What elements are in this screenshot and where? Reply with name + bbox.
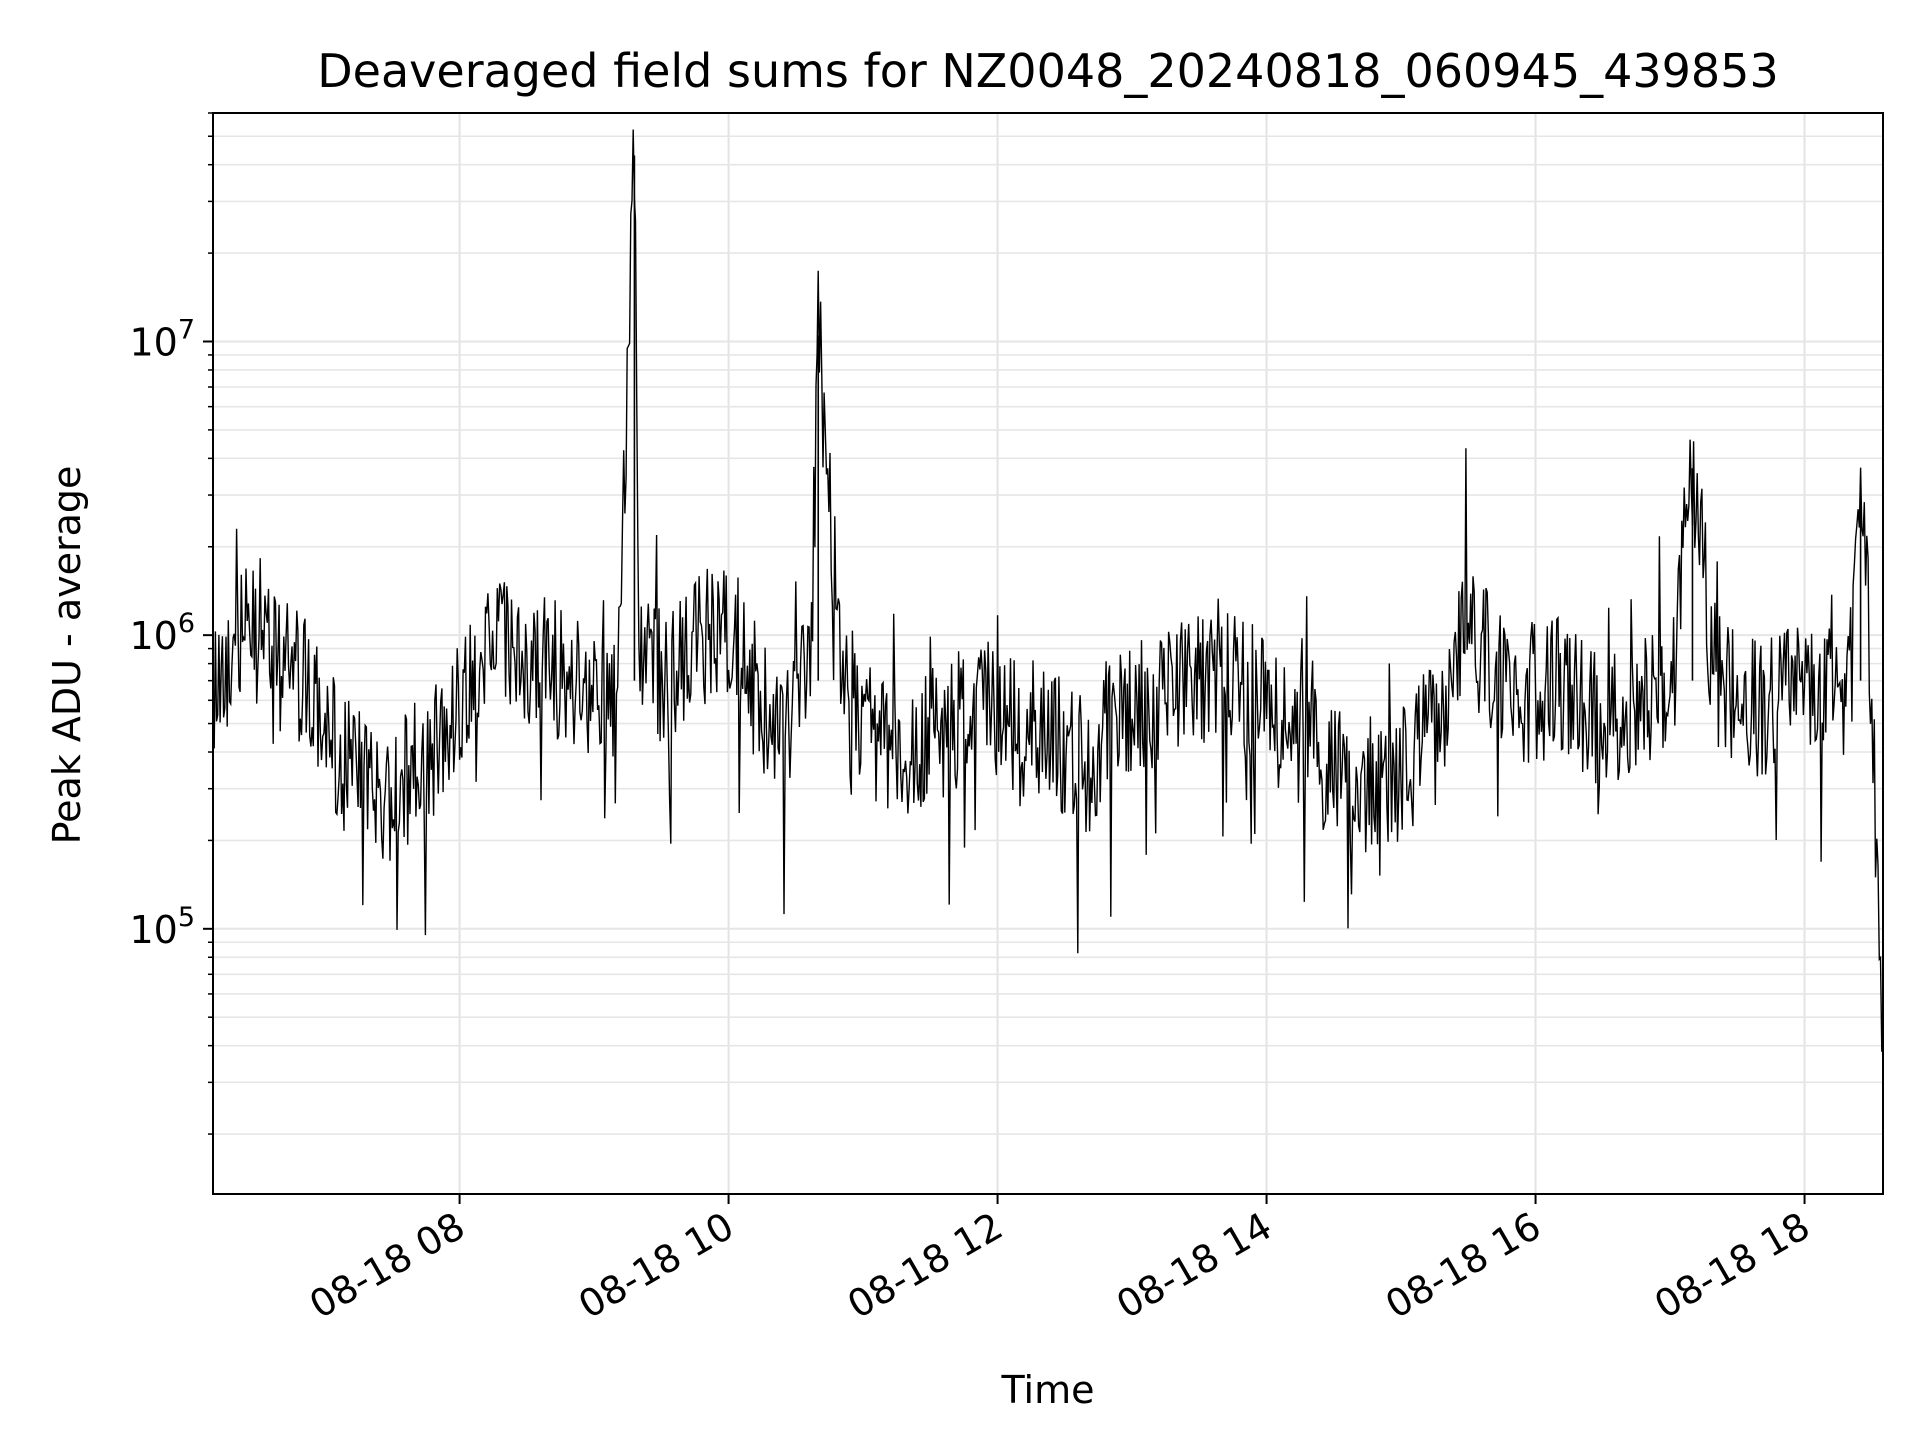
chart-title: Deaveraged field sums for NZ0048_2024081…: [317, 44, 1779, 98]
y-tick-label: 105: [129, 902, 195, 952]
x-axis-label: Time: [1001, 1368, 1095, 1412]
y-tick-label: 107: [129, 315, 195, 365]
y-axis-label: Peak ADU - average: [45, 465, 89, 845]
y-tick-label: 106: [129, 608, 195, 658]
plot-frame: [212, 112, 1884, 1195]
y-axis: 105 106 107: [129, 112, 213, 1135]
grid-lines: [213, 112, 1883, 1194]
series-line: [213, 129, 1883, 1052]
plot-area: [213, 129, 1883, 1052]
